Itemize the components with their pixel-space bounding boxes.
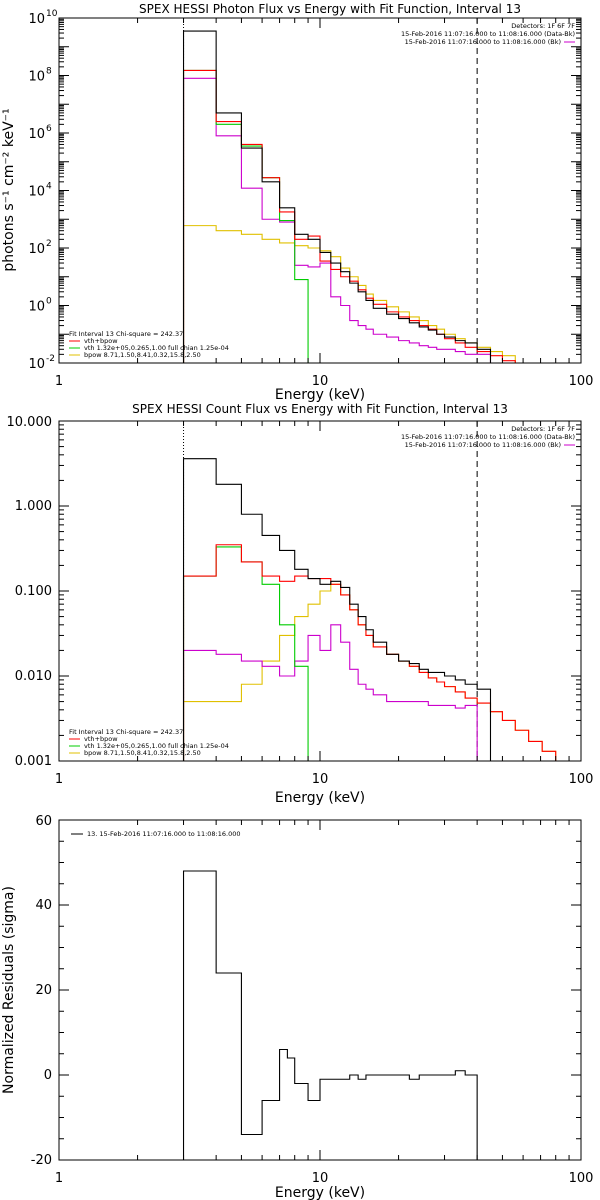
residual-y-tick-label-20: 20 <box>35 983 52 998</box>
count-header-data-bk: 15-Feb-2016 11:07:16.000 to 11:08:16.000… <box>401 433 575 441</box>
photon-y-tick-exponent: -2 <box>46 354 55 364</box>
photon-fit-interval-text: Fit Interval 13 Chi-square = 242.37 <box>69 330 183 338</box>
photon-header-data-bk: 15-Feb-2016 11:07:16.000 to 11:08:16.000… <box>401 30 575 38</box>
residual-y-tick-label-60: 60 <box>35 814 52 829</box>
count-series-bk <box>182 624 491 762</box>
photon-y-tick-exponent: 8 <box>46 67 52 77</box>
residual-legend-text: 13. 15-Feb-2016 11:07:16.000 to 11:08:16… <box>87 830 240 838</box>
count-fit-bpow-text: bpow 8.71,1.50,8.41,0.32,15.8,2.50 <box>84 749 201 757</box>
count-fit-total-text: vth+bpow <box>84 735 118 743</box>
count-x-tick-label-10: 10 <box>312 772 329 787</box>
count-y-tick-label-10.000: 10.000 <box>7 415 53 430</box>
photon-y-tick-exponent: 0 <box>46 297 52 307</box>
photon-flux-panel: SPEX HESSI Photon Flux vs Energy with Fi… <box>1 2 593 403</box>
photon-header-block: Detectors: 1F 6F 7F 15-Feb-2016 11:07:16… <box>401 22 575 46</box>
count-x-tick-label-100: 100 <box>569 772 594 787</box>
photon-series-bpow <box>182 225 516 363</box>
count-y-tick-label-1.000: 1.000 <box>15 499 52 514</box>
photon-series-group <box>182 18 516 364</box>
count-panel-title: SPEX HESSI Count Flux vs Energy with Fit… <box>132 402 508 416</box>
residual-x-ticks <box>58 820 582 1160</box>
photon-y-tick-label: 10 <box>28 70 45 85</box>
photon-y-tick-exponent: 10 <box>46 9 58 19</box>
photon-plot-frame <box>58 17 582 364</box>
count-header-block: Detectors: 1F 6F 7F 15-Feb-2016 11:07:16… <box>401 425 575 449</box>
count-series-vth <box>182 546 320 762</box>
count-detectors-text: Detectors: 1F 6F 7F <box>511 425 575 433</box>
photon-series-bk <box>182 77 492 363</box>
photon-panel-title: SPEX HESSI Photon Flux vs Energy with Fi… <box>139 2 521 16</box>
count-flux-panel: SPEX HESSI Count Flux vs Energy with Fit… <box>7 402 594 806</box>
photon-y-tick-exponent: 4 <box>46 182 52 192</box>
photon-series-data-bk <box>182 30 492 363</box>
residual-x-tick-label-10: 10 <box>312 1171 329 1186</box>
count-series-vth-bpow <box>182 544 570 762</box>
residual-y-tick-label-minus20: -20 <box>31 1153 52 1168</box>
count-series-bpow <box>182 583 570 762</box>
photon-x-tick-label-10: 10 <box>312 374 329 389</box>
residual-x-tick-label-100: 100 <box>569 1171 594 1186</box>
residual-series-group <box>182 870 478 1160</box>
photon-y-tick-label: 10 <box>28 357 45 372</box>
photon-y-tick-label: 10 <box>28 127 45 142</box>
photon-y-tick-label: 10 <box>28 300 45 315</box>
photon-header-bk: 15-Feb-2016 11:07:16.000 to 11:08:16.000… <box>405 38 561 46</box>
photon-fit-total-text: vth+bpow <box>84 337 118 345</box>
residual-y-axis-label: Normalized Residuals (sigma) <box>1 886 17 1094</box>
count-header-bk: 15-Feb-2016 11:07:16.000 to 11:08:16.000… <box>405 441 561 449</box>
count-series-group <box>182 421 570 762</box>
photon-y-tick-label: 10 <box>28 185 45 200</box>
count-y-tick-label-0.100: 0.100 <box>15 584 52 599</box>
count-y-ticks <box>59 420 581 762</box>
count-series-data-bk <box>182 458 492 761</box>
photon-y-tick-exponent: 2 <box>46 239 52 249</box>
photon-y-tick-exponent: 6 <box>46 124 52 134</box>
count-x-axis-label: Energy (keV) <box>275 790 365 806</box>
residual-series-13-15-feb-2016-11-07-16-000-to-11-08-16-000 <box>182 870 478 1160</box>
photon-x-axis-label: Energy (keV) <box>275 387 365 403</box>
photon-fit-legend: Fit Interval 13 Chi-square = 242.37 vth+… <box>69 330 229 359</box>
residual-y-tick-label-0: 0 <box>44 1068 52 1083</box>
photon-x-ticks <box>58 18 582 363</box>
count-x-tick-label-1: 1 <box>55 772 63 787</box>
photon-fit-vth-text: vth 1.32e+05,0.265,1.00 full chian 1.25e… <box>84 344 229 352</box>
count-y-tick-label-0.001: 0.001 <box>15 754 52 769</box>
photon-series-vth <box>182 69 320 364</box>
count-fit-legend: Fit Interval 13 Chi-square = 242.37 vth+… <box>69 728 229 757</box>
residuals-panel: -20 0 20 40 60 1 10 100 Energy (keV) Nor… <box>1 814 593 1200</box>
count-x-ticks <box>58 421 582 761</box>
residual-y-ticks <box>59 819 581 1161</box>
photon-y-tick-label: 10 <box>28 12 45 27</box>
count-y-tick-label-0.010: 0.010 <box>15 669 52 684</box>
photon-fit-bpow-text: bpow 8.71,1.50,8.41,0.32,15.8,2.50 <box>84 351 201 359</box>
photon-y-tick-label: 10 <box>28 242 45 257</box>
residual-x-axis-label: Energy (keV) <box>275 1185 365 1200</box>
residual-y-tick-label-40: 40 <box>35 898 52 913</box>
photon-detectors-text: Detectors: 1F 6F 7F <box>511 22 575 30</box>
count-fit-vth-text: vth 1.32e+05,0.265,1.00 full chian 1.25e… <box>84 742 229 750</box>
count-fit-interval-text: Fit Interval 13 Chi-square = 242.37 <box>69 728 183 736</box>
residual-x-tick-label-1: 1 <box>55 1171 63 1186</box>
photon-x-tick-label-1: 1 <box>55 374 63 389</box>
residual-plot-frame <box>58 819 582 1161</box>
photon-y-axis-label: photons s⁻¹ cm⁻² keV⁻¹ <box>1 108 17 271</box>
photon-x-tick-label-100: 100 <box>569 374 594 389</box>
